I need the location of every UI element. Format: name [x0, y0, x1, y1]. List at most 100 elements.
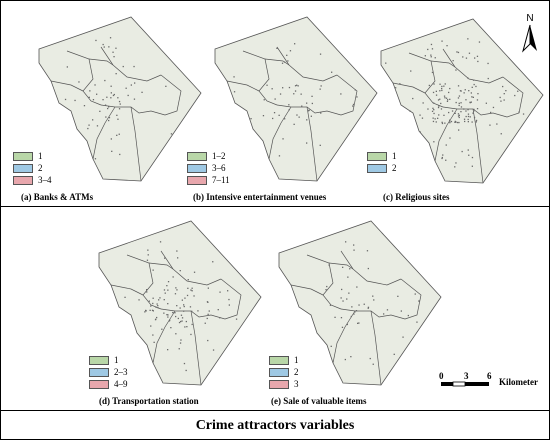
attractor-point	[503, 93, 505, 95]
attractor-point	[105, 116, 107, 118]
district-boundary	[160, 308, 226, 320]
attractor-point	[235, 318, 238, 320]
attractor-point	[449, 98, 451, 100]
attractor-point	[456, 51, 458, 53]
attractor-point	[300, 93, 302, 95]
attractor-point	[372, 363, 374, 365]
legend-swatch	[13, 164, 33, 173]
attractor-point	[437, 99, 440, 101]
attractor-point	[282, 87, 284, 89]
attractor-point	[250, 118, 252, 120]
attractor-point	[92, 119, 94, 121]
attractor-point	[440, 102, 442, 105]
attractor-point	[458, 121, 460, 124]
attractor-point	[319, 144, 321, 146]
attractor-point	[393, 353, 395, 355]
attractor-point	[117, 97, 119, 99]
attractor-point	[164, 292, 166, 294]
attractor-point	[191, 290, 193, 292]
panel-caption: (c) Religious sites	[383, 192, 450, 202]
attractor-point	[306, 102, 308, 104]
attractor-point	[476, 108, 479, 110]
attractor-point	[348, 292, 350, 294]
attractor-point	[450, 120, 453, 123]
attractor-point	[414, 293, 416, 295]
attractor-point	[87, 127, 89, 130]
attractor-point	[278, 114, 280, 116]
attractor-point	[197, 310, 199, 312]
attractor-point	[421, 117, 424, 119]
attractor-point	[185, 369, 187, 372]
attractor-point	[89, 90, 91, 92]
district-boundary	[328, 262, 354, 270]
attractor-point	[462, 56, 464, 58]
attractor-point	[458, 104, 460, 107]
panel-caption: (e) Sale of valuable items	[271, 396, 367, 406]
attractor-point	[474, 57, 476, 59]
attractor-point	[358, 304, 360, 306]
attractor-point	[443, 114, 445, 116]
attractor-point	[345, 241, 347, 243]
attractor-point	[469, 101, 471, 103]
attractor-point	[427, 48, 429, 51]
attractor-point	[469, 116, 471, 118]
attractor-point	[92, 99, 95, 101]
attractor-point	[288, 109, 290, 111]
attractor-point	[181, 299, 183, 301]
attractor-point	[363, 303, 365, 305]
attractor-point	[449, 137, 451, 139]
attractor-point	[471, 86, 473, 88]
attractor-point	[422, 102, 424, 104]
attractor-point	[445, 97, 448, 99]
legend-label: 1	[294, 355, 299, 365]
attractor-point	[492, 106, 495, 109]
district-boundary	[226, 80, 260, 92]
attractor-point	[452, 60, 454, 62]
attractor-point	[357, 322, 359, 324]
attractor-point	[522, 113, 525, 115]
attractor-point	[108, 117, 111, 119]
attractor-point	[473, 108, 475, 111]
attractor-point	[319, 88, 321, 90]
attractor-point	[212, 261, 214, 263]
attractor-point	[83, 105, 86, 107]
attractor-point	[177, 257, 179, 259]
north-label: N	[526, 13, 534, 24]
attractor-point	[446, 45, 448, 47]
attractor-point	[187, 287, 189, 289]
attractor-point	[133, 65, 135, 68]
attractor-point	[186, 326, 188, 328]
attractor-point	[435, 94, 438, 96]
attractor-point	[437, 117, 439, 119]
attractor-point	[402, 336, 404, 338]
attractor-point	[169, 319, 171, 321]
attractor-point	[233, 91, 236, 93]
legend: 1 2	[367, 151, 447, 187]
attractor-point	[467, 149, 469, 151]
attractor-point	[446, 100, 449, 102]
attractor-point	[102, 99, 104, 101]
attractor-point	[419, 114, 421, 116]
district-boundary	[264, 58, 290, 66]
attractor-point	[356, 96, 358, 98]
attractor-point	[266, 84, 268, 86]
attractor-point	[88, 96, 90, 98]
attractor-point	[463, 92, 465, 94]
attractor-point	[147, 254, 149, 256]
legend-swatch	[367, 152, 387, 161]
figure-title: Crime attractors variables	[195, 418, 355, 433]
attractor-point	[146, 291, 148, 293]
attractor-point	[438, 105, 440, 107]
attractor-point	[152, 297, 154, 299]
attractor-point	[473, 83, 475, 86]
panel-caption: (d) Transportation station	[99, 396, 199, 406]
attractor-point	[172, 311, 174, 314]
attractor-point	[167, 314, 169, 316]
attractor-point	[458, 95, 461, 97]
attractor-point	[130, 84, 132, 86]
attractor-point	[431, 48, 434, 50]
attractor-point	[283, 61, 286, 63]
attractor-point	[179, 342, 182, 344]
attractor-point	[284, 118, 286, 120]
district-boundary	[160, 74, 182, 116]
